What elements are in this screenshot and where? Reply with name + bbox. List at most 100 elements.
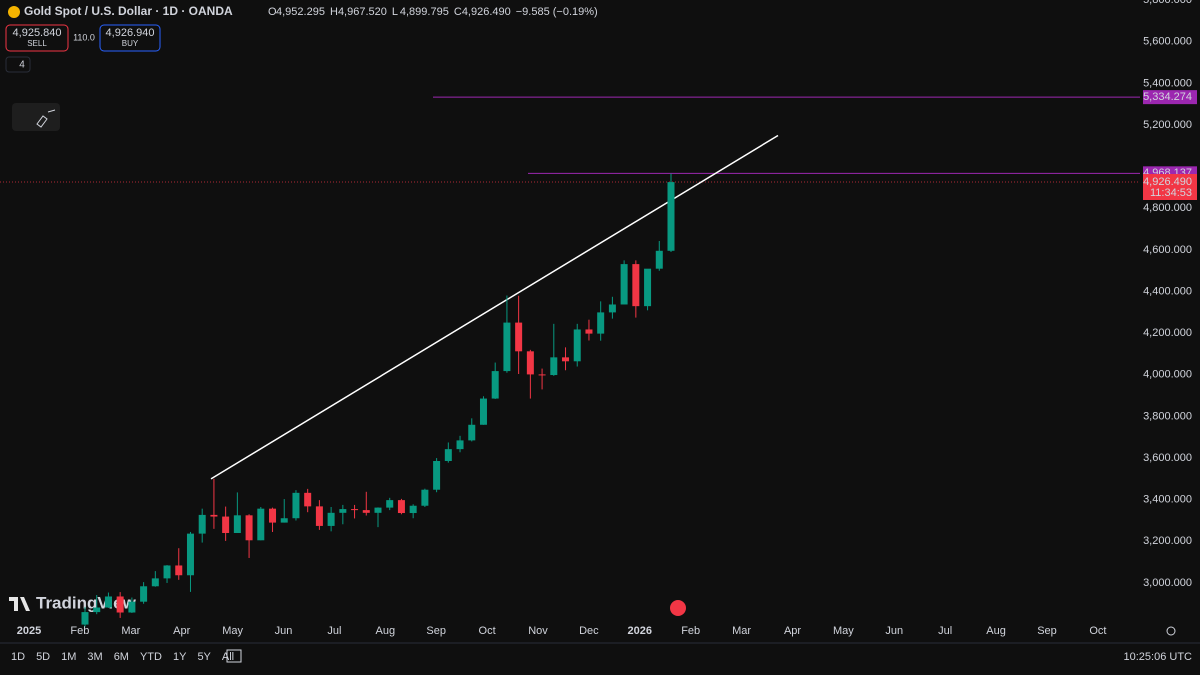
x-tick-label: Dec	[579, 625, 599, 637]
range-button[interactable]: YTD	[140, 651, 162, 663]
candle-body	[620, 264, 628, 305]
date-range-icon[interactable]	[226, 649, 242, 663]
candle-body	[163, 565, 171, 579]
range-button[interactable]: 5Y	[197, 651, 211, 663]
candle-body	[632, 264, 640, 307]
price-line-label-bg	[1143, 90, 1197, 105]
candle-body	[93, 607, 101, 613]
candle-body	[339, 509, 347, 513]
candle-body	[222, 516, 230, 534]
candle-body	[433, 460, 441, 490]
x-tick-label: Nov	[528, 625, 548, 637]
y-tick-label: 3,400.000	[1143, 494, 1192, 506]
x-tick-label: Jun	[885, 625, 903, 637]
range-button[interactable]: 5D	[36, 651, 50, 663]
candle-body	[151, 578, 159, 587]
candle-body	[573, 329, 581, 362]
x-tick-label: Aug	[986, 625, 1006, 637]
buy-label: BUY	[122, 39, 139, 48]
candle-body	[444, 449, 452, 461]
x-tick-label: Sep	[1037, 625, 1057, 637]
candle-body	[257, 508, 265, 541]
candle-body	[280, 518, 288, 523]
range-button[interactable]: 3M	[87, 651, 102, 663]
x-tick-label: 2025	[17, 625, 41, 637]
candle-body	[397, 500, 405, 514]
range-button[interactable]: 1M	[61, 651, 76, 663]
candle-body	[128, 601, 136, 613]
candle-body	[667, 182, 675, 251]
x-tick-label: Oct	[479, 625, 496, 637]
watermark-logo	[9, 597, 30, 611]
x-tick-label: Sep	[426, 625, 446, 637]
y-tick-label: 3,800.000	[1143, 410, 1192, 422]
range-button[interactable]: 1D	[11, 651, 25, 663]
x-tick-label: Oct	[1089, 625, 1106, 637]
candle-body	[386, 500, 394, 508]
ohlc-key: O	[268, 6, 277, 18]
range-button[interactable]: 6M	[114, 651, 129, 663]
buy-price: 4,926.940	[106, 27, 155, 39]
y-tick-label: 5,600.000	[1143, 36, 1192, 48]
x-tick-label: Jun	[275, 625, 293, 637]
candle-body	[198, 514, 206, 534]
candle-body	[233, 515, 241, 534]
ohlc-value: 4,926.490	[462, 6, 511, 18]
candle-body	[421, 489, 429, 506]
candle-body	[550, 357, 558, 376]
clock: 10:25:06 UTC	[1124, 651, 1193, 663]
price-line-label: 5,334.274	[1143, 91, 1192, 103]
candle-body	[245, 515, 253, 541]
buy-button[interactable]	[99, 24, 161, 52]
drawing-toolbar[interactable]	[12, 103, 60, 131]
brush-icon	[36, 109, 56, 128]
candle-body	[479, 398, 487, 425]
candle-body	[597, 312, 605, 334]
settings-icon[interactable]	[1166, 626, 1176, 636]
candle-body	[538, 374, 546, 376]
candle-body	[503, 322, 511, 372]
y-tick-label: 4,800.000	[1143, 202, 1192, 214]
last-price-label-bg	[1143, 174, 1197, 201]
x-tick-label: May	[222, 625, 243, 637]
y-tick-label: 3,000.000	[1143, 577, 1192, 589]
candle-body	[644, 268, 652, 307]
ohlc-key: C	[454, 6, 462, 18]
range-button[interactable]: All	[222, 651, 234, 663]
ohlc-value: 4,899.795	[400, 6, 449, 18]
y-tick-label: 4,200.000	[1143, 327, 1192, 339]
x-tick-label: Apr	[784, 625, 801, 637]
y-tick-label: 5,200.000	[1143, 119, 1192, 131]
x-tick-label: Feb	[70, 625, 89, 637]
ohlc-key: H	[330, 6, 338, 18]
candle-body	[351, 509, 359, 511]
y-tick-label: 5,400.000	[1143, 77, 1192, 89]
candle-body	[104, 596, 112, 608]
x-tick-label: Feb	[681, 625, 700, 637]
y-tick-label: 4,400.000	[1143, 285, 1192, 297]
candle-body	[175, 565, 183, 576]
x-tick-label: Jul	[327, 625, 341, 637]
candle-body	[140, 586, 148, 602]
ohlc-value: 4,952.295	[276, 6, 325, 18]
ohlc-value: 4,967.520	[338, 6, 387, 18]
sell-button[interactable]	[5, 24, 69, 52]
sell-price: 4,925.840	[13, 27, 62, 39]
candle-body	[374, 507, 382, 513]
range-button[interactable]: 1Y	[173, 651, 187, 663]
candle-body	[362, 510, 370, 513]
x-tick-label: May	[833, 625, 854, 637]
last-price-label: 4,926.490	[1143, 176, 1192, 188]
sell-label: SELL	[27, 39, 47, 48]
candle-body	[655, 250, 663, 269]
candle-body	[186, 533, 194, 576]
indicators-toggle[interactable]	[5, 56, 31, 73]
change: −9.585 (−0.19%)	[516, 6, 598, 18]
symbol-icon	[8, 6, 20, 18]
countdown: 11:34:53	[1150, 187, 1192, 199]
ohlc-key: L	[392, 6, 398, 18]
candle-body	[409, 505, 417, 514]
event-marker[interactable]	[670, 600, 686, 616]
